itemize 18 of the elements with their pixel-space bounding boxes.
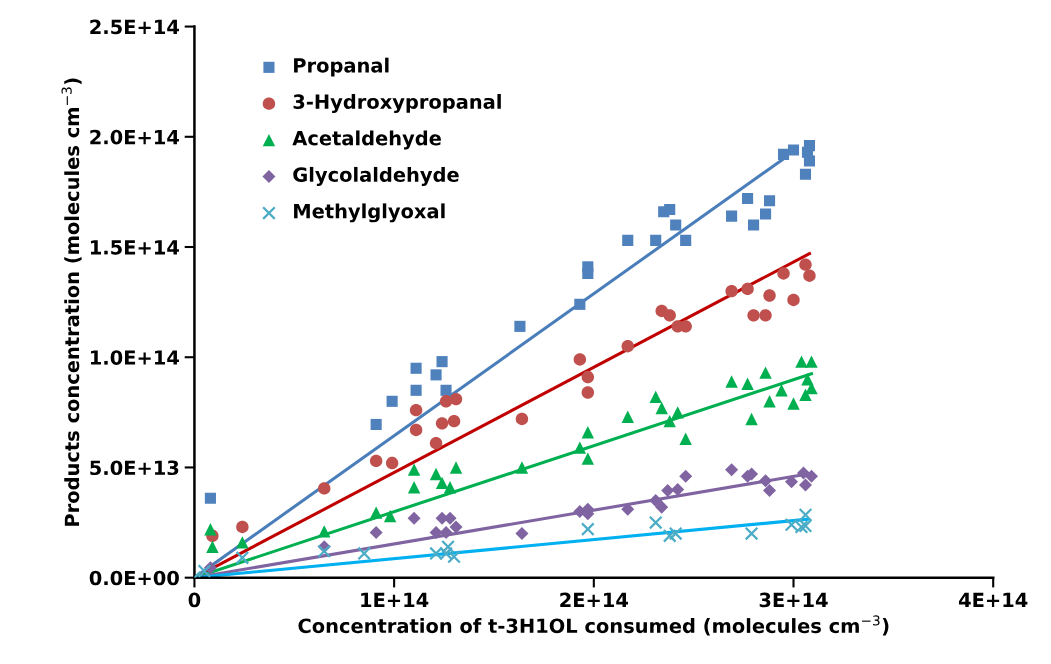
y-tick-label: 1.0E+14 (90, 350, 179, 365)
legend-label: Glycolaldehyde (293, 166, 459, 186)
x-tick-label: 2E+14 (560, 592, 628, 608)
legend-label: Methylglyoxal (294, 203, 445, 223)
y-axis-title: Products concentration (molecules cm$^{−3}$) (61, 78, 82, 526)
x-tick-label: 1E+14 (361, 592, 429, 608)
y-tick-label: 5.0E+13 (90, 460, 179, 476)
x-tick-label: 0 (188, 592, 201, 608)
x-axis-title: Concentration of t-3H1OL consumed (molecules cm$^{−3}$) (298, 615, 889, 636)
legend-label: Propanal (294, 57, 389, 77)
legend-label: 3-Hydroxypropanal (293, 93, 501, 113)
y-tick-label: 2.5E+14 (90, 19, 179, 35)
y-tick-label: 2.0E+14 (90, 129, 179, 145)
x-tick-label: 3E+14 (759, 592, 828, 608)
y-tick-label: 0.0E+00 (89, 570, 179, 586)
y-tick-label: 1.5E+14 (90, 240, 179, 255)
x-tick-label: 4E+14 (958, 592, 1028, 608)
legend-label: Acetaldehyde (292, 130, 441, 150)
